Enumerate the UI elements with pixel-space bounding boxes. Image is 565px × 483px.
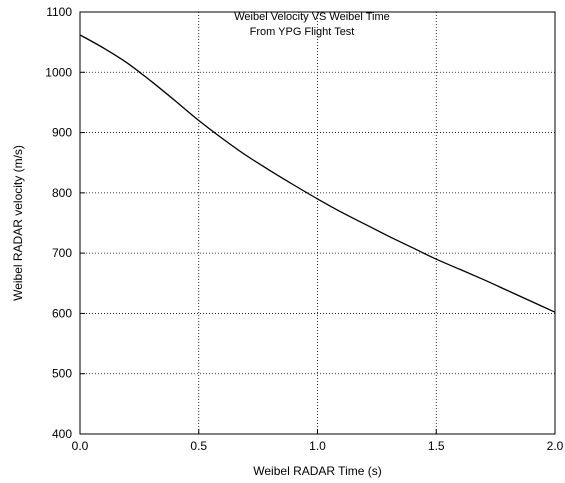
y-axis-label: Weibel RADAR velocity (m/s) bbox=[11, 145, 25, 301]
x-axis-label: Weibel RADAR Time (s) bbox=[253, 464, 381, 478]
axis-ticks: 400 500 600 700 800 900 1000 1100 0.0 0.5 1.0 1.5 2.… bbox=[45, 5, 563, 453]
grid bbox=[80, 12, 555, 434]
y-tick-label: 700 bbox=[52, 246, 72, 260]
x-tick-label: 0.5 bbox=[190, 439, 207, 453]
x-tick-label: 1.5 bbox=[428, 439, 445, 453]
y-tick-label: 900 bbox=[52, 126, 72, 140]
y-tick-label: 800 bbox=[52, 186, 72, 200]
y-tick-label: 600 bbox=[52, 306, 72, 320]
y-tick-label: 500 bbox=[52, 367, 72, 381]
series-layer bbox=[79, 34, 556, 313]
y-tick-label: 1100 bbox=[46, 5, 72, 19]
x-tick-label: 0.0 bbox=[72, 439, 89, 453]
x-tick-label: 1.0 bbox=[309, 439, 326, 453]
chart-subtitle: From YPG Flight Test bbox=[250, 26, 355, 38]
series-line-0 bbox=[79, 34, 556, 313]
y-tick-label: 1000 bbox=[45, 65, 72, 79]
x-tick-label: 2.0 bbox=[547, 439, 564, 453]
y-tick-label: 400 bbox=[52, 427, 72, 441]
chart-title: Weibel Velocity VS Weibel Time bbox=[234, 11, 390, 23]
